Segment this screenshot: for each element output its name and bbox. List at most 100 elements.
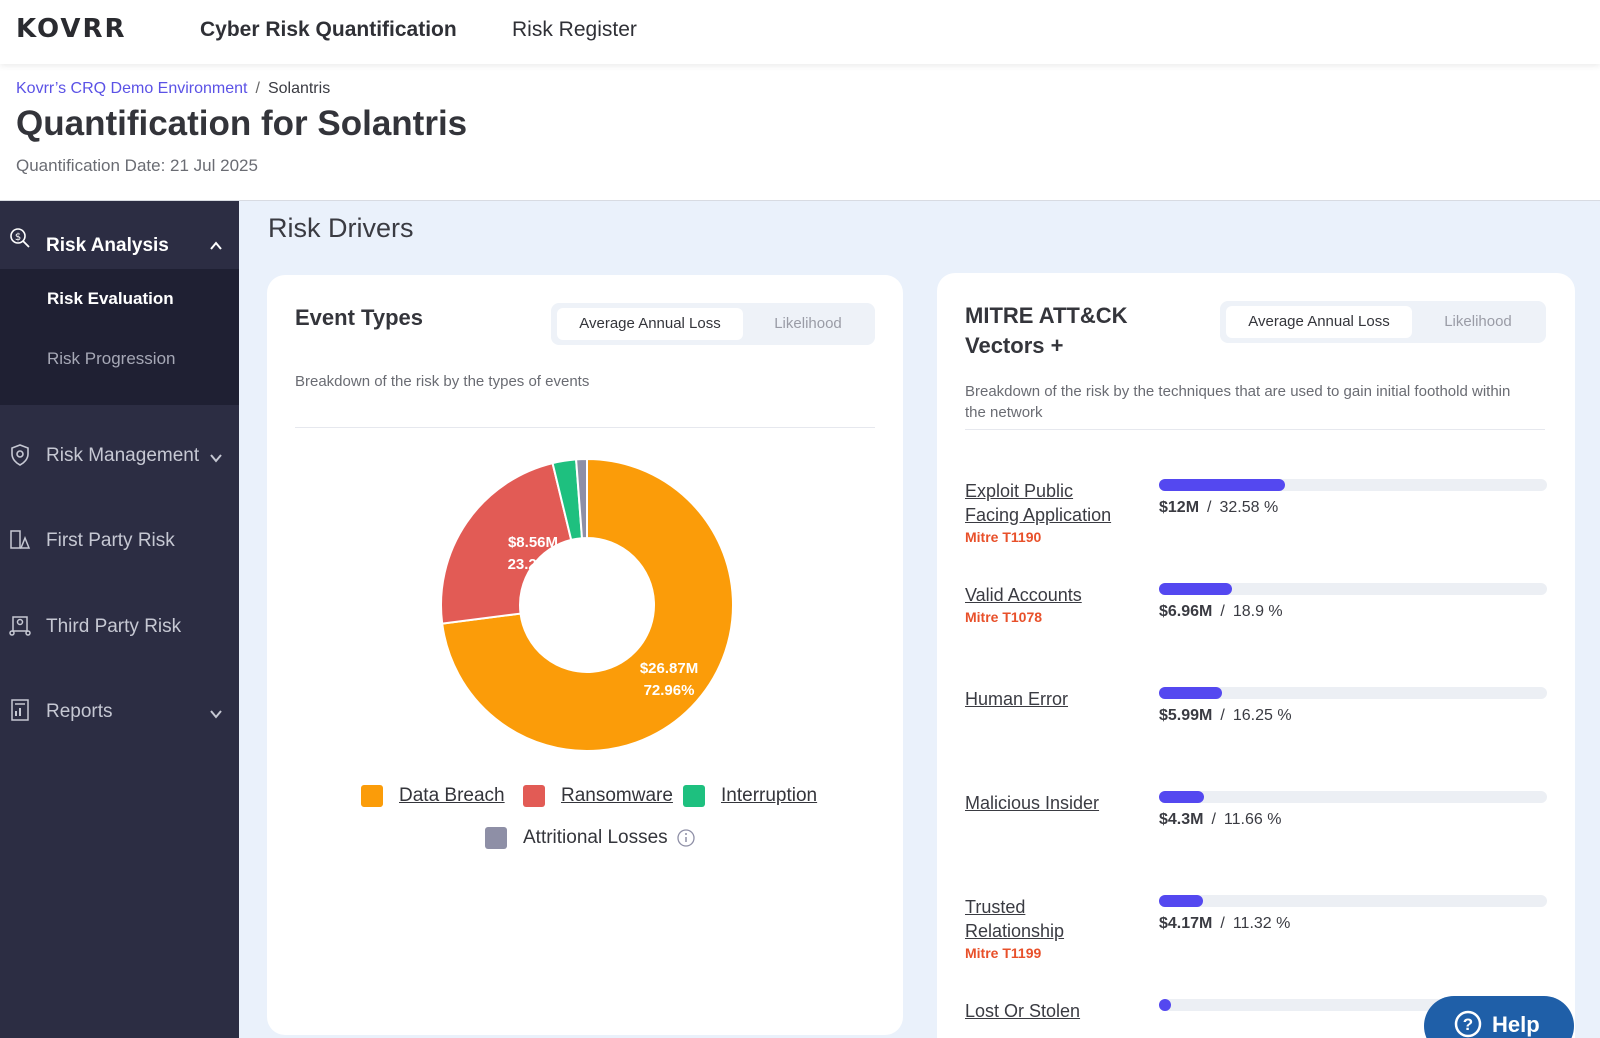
mitre-vector-percent: 32.58 %	[1219, 499, 1279, 516]
mitre-vector-amount: $4.17M	[1159, 915, 1213, 932]
nav-risk-register[interactable]: Risk Register	[512, 18, 637, 41]
mitre-vector-name[interactable]: Lost Or Stolen	[965, 999, 1145, 1023]
mitre-vector-name[interactable]: Human Error	[965, 687, 1145, 711]
breadcrumb-root-link[interactable]: Kovrr’s CRQ Demo Environment	[16, 80, 248, 97]
legend-swatch-interruption	[683, 785, 705, 807]
mitre-technique-code: Mitre T1190	[965, 529, 1042, 545]
sidebar-item-risk-evaluation[interactable]: Risk Evaluation	[47, 289, 174, 308]
mitre-vector-name-line1: Human Error	[965, 689, 1069, 709]
mitre-vector-percent: 11.32 %	[1232, 915, 1291, 932]
legend-label-ransomware: Ransomware	[561, 785, 673, 806]
top-navigation: KOVRR Cyber Risk Quantification Risk Reg…	[0, 0, 1600, 64]
event-types-metric-toggle: Average Annual Loss Likelihood	[551, 303, 875, 345]
mitre-technique-code: Mitre T1199	[965, 945, 1042, 961]
mitre-vector-value: $4.17M / 11.32 %	[1159, 915, 1290, 933]
legend-interruption[interactable]: Interruption	[683, 785, 817, 807]
legend-attritional-losses[interactable]: Attritional Losses	[485, 827, 696, 849]
sidebar-item-risk-management[interactable]: Risk Management	[0, 429, 239, 485]
mitre-vector-bar	[1159, 479, 1547, 491]
donut-slice-ransomware[interactable]	[440, 461, 573, 625]
toggle-likelihood[interactable]: Likelihood	[774, 315, 842, 332]
legend-swatch-data-breach	[361, 785, 383, 807]
mitre-vector-separator: /	[1220, 707, 1225, 724]
mitre-vector-name-line1: Malicious Insider	[965, 793, 1100, 813]
mitre-technique-code: Mitre T1078	[965, 609, 1043, 625]
mitre-metric-toggle: Average Annual Loss Likelihood	[1220, 301, 1546, 343]
mitre-vector-bar	[1159, 895, 1547, 907]
mitre-vector-name[interactable]: Valid Accounts	[965, 583, 1145, 607]
donut-slice-data-breach[interactable]	[441, 457, 734, 752]
sidebar-label-risk-management: Risk Management	[46, 445, 200, 466]
mitre-vector-value: $12M / 32.58 %	[1159, 499, 1278, 517]
donut-slice-attritional-losses[interactable]	[575, 457, 588, 540]
mitre-vector-bar-fill	[1159, 895, 1203, 907]
mitre-divider	[965, 429, 1545, 430]
mitre-vectors-card: MITRE ATT&CK Vectors + Average Annual Lo…	[937, 273, 1575, 1038]
kovrr-logo[interactable]: KOVRR	[16, 14, 127, 44]
breadcrumb-separator: /	[255, 80, 260, 97]
mitre-vector-percent: 18.9 %	[1232, 603, 1283, 620]
sidebar-item-first-party-risk[interactable]: First Party Risk	[0, 515, 239, 571]
mitre-vector-bar	[1159, 583, 1547, 595]
breadcrumb: Kovrr’s CRQ Demo Environment / Solantris	[16, 80, 330, 98]
sidebar-item-reports[interactable]: Reports	[0, 687, 239, 743]
mitre-vector-bar-fill	[1159, 999, 1171, 1011]
mitre-vector-value: $5.99M / 16.25 %	[1159, 707, 1292, 725]
sidebar-label-third-party-risk: Third Party Risk	[46, 616, 182, 637]
event-types-divider	[295, 427, 875, 428]
search-dollar-icon: $	[10, 228, 30, 248]
sidebar-item-risk-analysis[interactable]: $ Risk Analysis	[0, 201, 239, 269]
quantification-date: Quantification Date: 21 Jul 2025	[16, 156, 258, 175]
mitre-title: MITRE ATT&CK Vectors +	[965, 301, 1128, 361]
chevron-up-icon	[210, 241, 222, 250]
sidebar-item-risk-progression[interactable]: Risk Progression	[47, 349, 176, 368]
mitre-vector-amount: $12M	[1159, 499, 1200, 516]
mitre-vector-name-line1: Valid Accounts	[965, 585, 1082, 605]
mitre-title-line2: Vectors +	[965, 333, 1064, 358]
mitre-toggle-likelihood[interactable]: Likelihood	[1444, 313, 1512, 330]
mitre-vector-amount: $5.99M	[1159, 707, 1213, 724]
mitre-vector-name[interactable]: Trusted Relationship	[965, 895, 1145, 943]
mitre-vector-percent: 16.25 %	[1232, 707, 1292, 724]
mitre-vector-name[interactable]: Exploit Public Facing Application	[965, 479, 1145, 527]
mitre-vector-name-line1: Lost Or Stolen	[965, 1001, 1081, 1021]
shield-gear-icon	[11, 444, 29, 466]
breadcrumb-current: Solantris	[267, 80, 331, 97]
help-button[interactable]: ? Help	[1424, 996, 1574, 1038]
mitre-toggle-average-annual-loss[interactable]: Average Annual Loss	[1226, 306, 1412, 338]
slice-label-data-breach-value: $26.87M	[640, 660, 698, 677]
svg-text:$: $	[15, 232, 21, 243]
event-types-donut-chart: $26.87M 72.96% $8.56M 23.25%	[440, 457, 734, 752]
toggle-average-annual-loss[interactable]: Average Annual Loss	[557, 308, 743, 340]
report-icon	[11, 699, 29, 721]
legend-data-breach[interactable]: Data Breach	[361, 785, 505, 807]
mitre-vector-amount: $4.3M	[1159, 811, 1204, 828]
sidebar-item-third-party-risk[interactable]: Third Party Risk	[0, 601, 239, 657]
mitre-description-line1: Breakdown of the risk by the techniques …	[965, 383, 1511, 400]
chevron-down-icon	[210, 710, 222, 719]
chevron-down-icon	[210, 454, 222, 463]
mitre-vector-bar	[1159, 791, 1547, 803]
mitre-vector-separator: /	[1220, 915, 1225, 932]
main-content: Risk Drivers Event Types Average Annual …	[239, 201, 1600, 1038]
info-icon[interactable]	[676, 828, 696, 848]
nav-cyber-risk-quantification[interactable]: Cyber Risk Quantification	[200, 18, 457, 41]
section-title-risk-drivers: Risk Drivers	[268, 213, 414, 243]
legend-label-attritional-losses: Attritional Losses	[523, 827, 668, 848]
mitre-vector-bar-fill	[1159, 479, 1285, 491]
page-title: Quantification for Solantris	[16, 104, 468, 143]
legend-label-data-breach: Data Breach	[399, 785, 505, 806]
mitre-title-line1: MITRE ATT&CK	[965, 303, 1128, 328]
event-types-card: Event Types Average Annual Loss Likeliho…	[267, 275, 903, 1035]
mitre-vector-bar-fill	[1159, 791, 1204, 803]
mitre-vector-separator: /	[1220, 603, 1225, 620]
mitre-vector-name-line2: Facing Application	[965, 505, 1112, 525]
legend-ransomware[interactable]: Ransomware	[523, 785, 673, 807]
mitre-vector-separator: /	[1211, 811, 1216, 828]
mitre-vector-percent: 11.66 %	[1223, 811, 1282, 828]
mitre-vector-name[interactable]: Malicious Insider	[965, 791, 1145, 815]
mitre-description-line2: the network	[965, 404, 1043, 421]
slice-label-ransomware-value: $8.56M	[508, 534, 558, 551]
mitre-vector-separator: /	[1207, 499, 1212, 516]
mitre-vector-value: $4.3M / 11.66 %	[1159, 811, 1281, 829]
